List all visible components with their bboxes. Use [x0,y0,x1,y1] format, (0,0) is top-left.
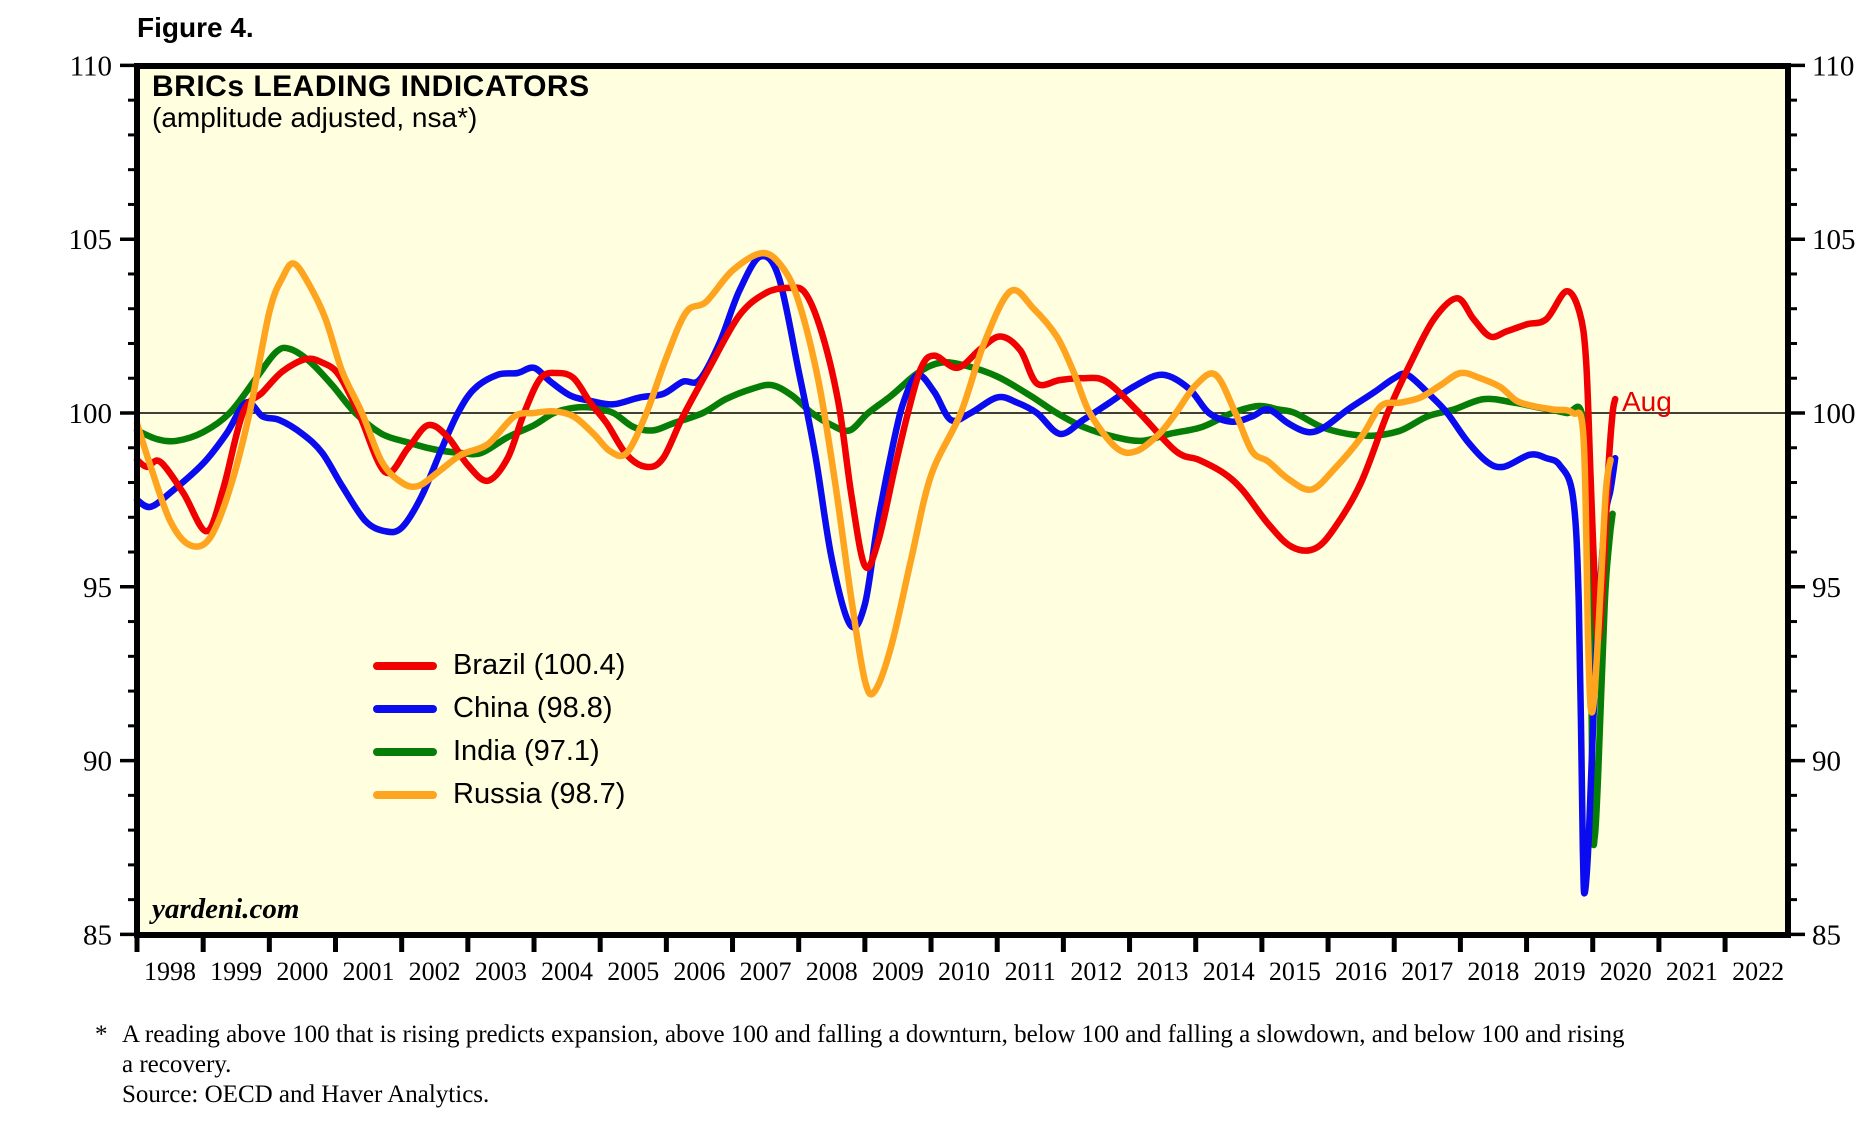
chart-subtitle: (amplitude adjusted, nsa*) [152,102,478,133]
x-axis-year-label: 2012 [1070,957,1122,986]
watermark-yardeni: yardeni.com [152,893,300,925]
x-axis-year-label: 2007 [740,957,792,986]
legend-label-brazil: Brazil (100.4) [453,649,626,681]
y-axis-label-right: 90 [1812,746,1841,778]
x-axis-year-label: 2019 [1534,957,1586,986]
series-line-brazil [133,284,1619,645]
y-axis-label-right: 105 [1812,224,1856,256]
x-axis-year-label: 2011 [1005,957,1056,986]
x-axis-year-label: 2022 [1732,957,1784,986]
footnote-source: Source: OECD and Haver Analytics. [122,1081,490,1108]
x-axis-year-label: 2008 [806,957,858,986]
legend-swatch-brazil [373,661,437,670]
x-axis-year-label: 1998 [144,957,196,986]
plot-frame [134,63,1791,938]
x-axis-year-label: 2018 [1467,957,1519,986]
x-axis-year-label: 2021 [1666,957,1718,986]
x-axis-year-label: 2003 [475,957,527,986]
x-axis-year-label: 2013 [1137,957,1189,986]
x-axis-year-label: 2015 [1269,957,1321,986]
y-axis-label-left: 100 [69,398,113,430]
x-axis-year-label: 2010 [938,957,990,986]
legend-label-china: China (98.8) [453,692,613,724]
x-axis-year-label: 1999 [210,957,262,986]
footnote-line1: A reading above 100 that is rising predi… [122,1021,1625,1048]
y-axis-label-left: 85 [83,919,112,951]
legend-label-russia: Russia (98.7) [453,778,626,810]
legend-swatch-india [373,747,437,756]
y-axis-label-right: 110 [1812,50,1854,82]
x-axis-year-label: 2006 [673,957,725,986]
x-axis-year-label: 2014 [1203,957,1255,986]
legend: Brazil (100.4) China (98.8) India (97.1) Ru… [373,644,625,816]
chart-title: BRICs LEADING INDICATORS [152,70,590,103]
legend-swatch-china [373,704,437,713]
legend-item-india: India (97.1) [373,730,625,773]
legend-item-russia: Russia (98.7) [373,773,625,816]
x-axis-year-label: 2005 [607,957,659,986]
latest-month-annotation: Aug [1622,386,1672,417]
x-axis-year-label: 2000 [276,957,328,986]
y-axis-label-left: 110 [70,50,112,82]
x-axis-year-label: 2016 [1335,957,1387,986]
legend-item-brazil: Brazil (100.4) [373,644,625,687]
series-line-russia [133,249,1614,716]
y-axis-label-left: 90 [83,746,112,778]
x-axis-year-label: 2002 [409,957,461,986]
y-axis-label-right: 100 [1812,398,1856,430]
legend-swatch-russia [373,790,437,799]
footnote-line2: a recovery. [122,1051,232,1078]
x-axis-year-label: 2017 [1401,957,1453,986]
y-axis-label-left: 105 [69,224,113,256]
legend-label-india: India (97.1) [453,735,600,767]
x-axis-year-label: 2009 [872,957,924,986]
plot-area [137,66,1788,935]
y-axis-label-left: 95 [83,572,112,604]
x-axis-year-label: 2004 [541,957,593,986]
figure-label: Figure 4. [137,12,254,43]
legend-item-china: China (98.8) [373,687,625,730]
x-axis-year-label: 2020 [1600,957,1652,986]
y-axis-label-right: 85 [1812,919,1841,951]
footnote-marker: * [95,1021,108,1048]
footnote: * A reading above 100 that is rising pre… [95,1020,1624,1110]
y-axis-label-right: 95 [1812,572,1841,604]
x-axis-year-label: 2001 [343,957,395,986]
